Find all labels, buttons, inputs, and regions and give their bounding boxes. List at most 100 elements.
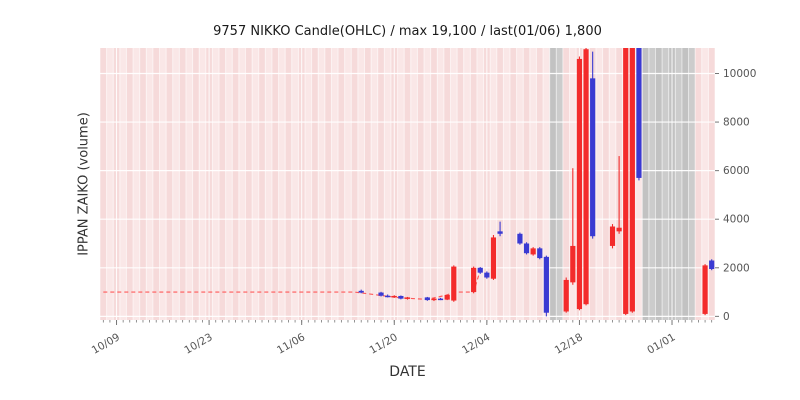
candle-body	[424, 297, 430, 301]
x-axis-label: DATE	[389, 364, 426, 380]
x-tick-label: 01/01	[645, 331, 677, 357]
day-stripe	[701, 48, 709, 320]
day-stripe	[245, 48, 253, 320]
candle-body	[385, 295, 391, 298]
day-stripe	[199, 48, 206, 320]
day-stripe	[238, 48, 246, 320]
day-stripe	[285, 48, 292, 320]
day-stripe	[100, 48, 107, 320]
candle-body	[398, 295, 404, 299]
candle-body	[576, 58, 583, 310]
day-stripe	[543, 48, 550, 320]
day-stripe	[404, 48, 411, 320]
candle-body	[404, 297, 411, 299]
day-stripe	[179, 48, 186, 320]
x-tick-label: 12/18	[553, 331, 585, 357]
candle-body	[451, 266, 457, 301]
day-stripe	[635, 48, 643, 320]
day-stripe	[655, 48, 663, 320]
day-stripe	[152, 48, 160, 320]
day-stripe	[133, 48, 140, 320]
candle-body	[490, 237, 497, 279]
day-stripe	[192, 48, 200, 320]
day-stripe	[437, 48, 444, 320]
candle-body	[517, 233, 523, 244]
day-stripe	[291, 48, 299, 320]
y-tick-label: 6000	[723, 165, 750, 177]
candle-body	[563, 279, 569, 312]
day-stripe	[516, 48, 524, 320]
day-stripe	[351, 48, 358, 320]
candle-body	[523, 243, 530, 254]
day-stripe	[371, 48, 378, 320]
day-stripe	[430, 48, 438, 320]
day-stripe	[648, 48, 656, 320]
y-tick-label: 10000	[723, 68, 756, 80]
day-stripe	[357, 48, 365, 320]
day-stripe	[331, 48, 339, 320]
day-stripe	[443, 48, 451, 320]
candle-body	[444, 294, 450, 300]
candle-body	[530, 248, 536, 255]
candle-body	[497, 231, 503, 234]
day-stripe	[708, 48, 715, 320]
day-stripe	[397, 48, 405, 320]
day-stripe	[523, 48, 530, 320]
candle-body	[358, 290, 364, 293]
candle-body	[437, 298, 444, 301]
candle-body	[543, 256, 549, 313]
day-stripe	[681, 48, 689, 320]
candle-body	[484, 272, 490, 278]
day-stripe	[695, 48, 702, 320]
day-stripe	[662, 48, 669, 320]
x-tick-label: 11/20	[368, 331, 400, 357]
y-tick-label: 8000	[723, 117, 750, 129]
candle-body	[590, 78, 596, 237]
day-stripe	[410, 48, 418, 320]
candle-body	[583, 49, 589, 305]
day-stripe	[172, 48, 180, 320]
day-stripe	[476, 48, 484, 320]
day-stripe	[252, 48, 259, 320]
day-stripe	[258, 48, 266, 320]
day-stripe	[496, 48, 504, 320]
candle-body	[477, 267, 483, 273]
day-stripe	[265, 48, 272, 320]
day-stripe	[311, 48, 319, 320]
day-stripe	[271, 48, 279, 320]
day-stripe	[384, 48, 391, 320]
chart-title: 9757 NIKKO Candle(OHLC) / max 19,100 / l…	[213, 24, 602, 39]
day-stripe	[549, 48, 557, 320]
day-stripe	[278, 48, 286, 320]
day-stripe	[212, 48, 220, 320]
day-stripe	[463, 48, 471, 320]
day-stripe	[305, 48, 312, 320]
day-stripe	[377, 48, 385, 320]
x-tick-label: 10/23	[182, 331, 214, 357]
day-stripe	[609, 48, 616, 320]
day-stripe	[490, 48, 497, 320]
candle-body	[636, 48, 642, 178]
day-stripe	[338, 48, 345, 320]
x-tick-label: 10/09	[90, 331, 122, 357]
day-stripe	[450, 48, 458, 320]
day-stripe	[529, 48, 537, 320]
candle-body	[378, 292, 384, 296]
day-stripe	[562, 48, 570, 320]
day-stripe	[126, 48, 134, 320]
day-stripe	[424, 48, 431, 320]
day-stripe	[146, 48, 153, 320]
day-stripe	[139, 48, 147, 320]
candle-body	[537, 248, 543, 259]
day-stripe	[595, 48, 603, 320]
day-stripe	[675, 48, 682, 320]
day-stripe	[159, 48, 167, 320]
x-tick-label: 12/04	[460, 331, 492, 357]
candle-body	[391, 295, 397, 298]
day-stripe	[185, 48, 193, 320]
y-tick-label: 2000	[723, 262, 750, 274]
candle-body	[609, 226, 616, 246]
day-stripe	[642, 48, 649, 320]
